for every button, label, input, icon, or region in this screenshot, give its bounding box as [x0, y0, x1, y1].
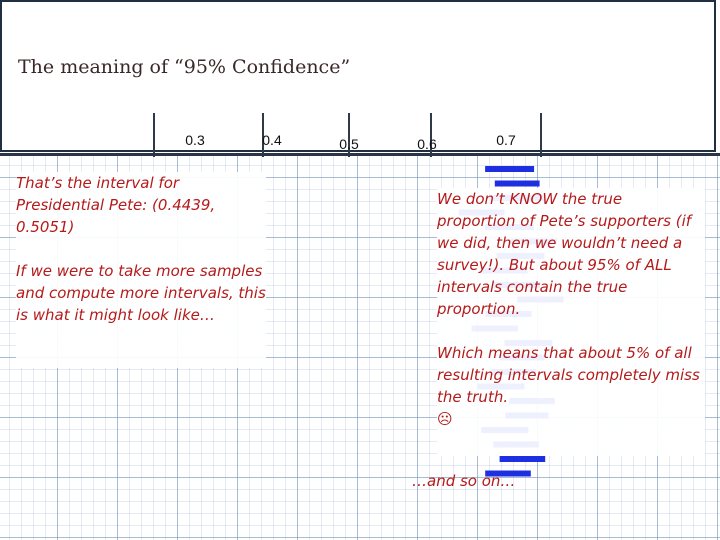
more-samples-text: If we were to take more samples and comp… [16, 262, 266, 324]
and-so-on-text: …and so on… [412, 472, 516, 490]
tick-mark-0-6 [430, 113, 432, 157]
interval-bar-1 [485, 166, 535, 172]
five-percent-text: Which means that about 5% of all resulti… [437, 344, 700, 406]
page-title: The meaning of “95% Confidence” [18, 56, 351, 78]
right-text-box: We don’t KNOW the true proportion of Pet… [437, 188, 705, 456]
axis-line [0, 153, 720, 156]
tick-label-0-4: 0.4 [262, 132, 282, 148]
tick-label-0-3: 0.3 [185, 132, 205, 148]
tick-mark-0-3 [153, 113, 155, 157]
dont-know-text: We don’t KNOW the true proportion of Pet… [437, 190, 692, 318]
pete-interval-text: That’s the interval for Presidential Pet… [16, 174, 216, 236]
interval-bar-21 [499, 456, 546, 462]
tick-label-0-5: 0.5 [339, 136, 359, 152]
tick-mark-0-4 [262, 113, 264, 157]
tick-mark-0-5 [348, 113, 350, 157]
interval-bar-2 [494, 180, 540, 187]
tick-label-0-6: 0.6 [417, 136, 437, 152]
title-band [0, 0, 720, 155]
tick-mark-0-7 [540, 113, 542, 157]
tick-label-0-7: 0.7 [496, 132, 516, 148]
interval-bar-22 [485, 470, 531, 477]
frown-icon: ☹ [437, 410, 453, 428]
title-frame [0, 0, 716, 152]
left-text-box: That’s the interval for Presidential Pet… [16, 172, 266, 368]
